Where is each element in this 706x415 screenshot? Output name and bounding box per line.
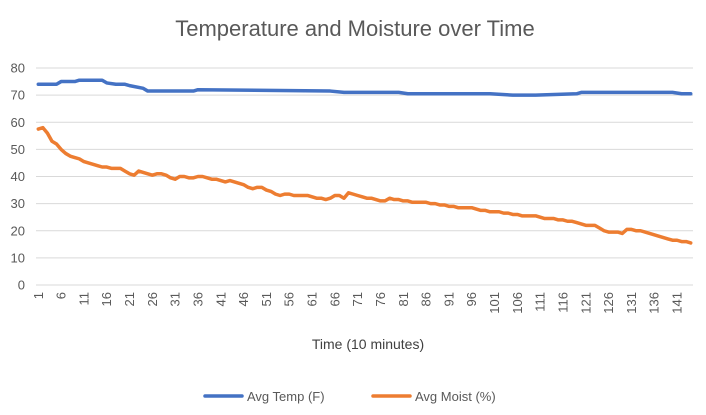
x-tick-label: 36 xyxy=(190,292,205,306)
x-axis-ticks: 1 6 11 16 21 26 31 36 41 46 51 56 61 66 71 76 81 86 91 96 10… xyxy=(31,292,685,314)
y-tick-label: 60 xyxy=(11,115,25,130)
x-tick-label: 46 xyxy=(236,292,251,306)
x-tick-label: 101 xyxy=(487,292,502,314)
x-tick-label: 121 xyxy=(578,292,593,314)
x-tick-label: 116 xyxy=(555,292,570,313)
x-tick-label: 16 xyxy=(99,292,114,306)
series-lines xyxy=(36,78,693,245)
legend-label-avg-temp: Avg Temp (F) xyxy=(247,389,325,404)
gridlines xyxy=(36,67,693,286)
x-tick-label: 91 xyxy=(441,292,456,306)
series-line-avg-moist xyxy=(36,125,693,245)
x-axis-title: Time (10 minutes) xyxy=(312,336,424,352)
x-tick-label: 76 xyxy=(373,292,388,306)
y-tick-label: 10 xyxy=(11,250,25,265)
x-tick-label: 81 xyxy=(396,292,411,306)
x-tick-label: 131 xyxy=(624,292,639,314)
y-axis-ticks: 0 10 20 30 40 50 60 70 80 xyxy=(11,61,25,293)
y-tick-label: 0 xyxy=(18,278,25,293)
x-tick-label: 96 xyxy=(464,292,479,306)
x-tick-label: 26 xyxy=(145,292,160,306)
y-tick-label: 50 xyxy=(11,142,25,157)
x-tick-label: 66 xyxy=(327,292,342,306)
chart-title: Temperature and Moisture over Time xyxy=(175,16,535,41)
y-tick-label: 40 xyxy=(11,169,25,184)
x-tick-label: 61 xyxy=(305,292,320,306)
x-tick-label: 51 xyxy=(259,292,274,306)
x-tick-label: 126 xyxy=(601,292,616,314)
x-tick-label: 11 xyxy=(76,292,91,306)
x-tick-label: 41 xyxy=(213,292,228,306)
y-tick-label: 80 xyxy=(11,61,25,76)
x-tick-label: 1 xyxy=(31,292,46,299)
x-tick-label: 31 xyxy=(168,292,183,306)
legend-label-avg-moist: Avg Moist (%) xyxy=(415,389,496,404)
x-tick-label: 111 xyxy=(533,292,548,312)
y-tick-label: 70 xyxy=(11,88,25,103)
x-tick-label: 56 xyxy=(282,292,297,306)
series-line-avg-temp xyxy=(36,78,693,97)
x-tick-label: 141 xyxy=(670,292,685,314)
y-tick-label: 20 xyxy=(11,223,25,238)
legend: Avg Temp (F) Avg Moist (%) xyxy=(203,389,496,404)
x-tick-label: 86 xyxy=(419,292,434,306)
x-tick-label: 136 xyxy=(647,292,662,314)
x-tick-label: 71 xyxy=(350,292,365,306)
x-tick-label: 6 xyxy=(54,292,69,299)
x-tick-label: 21 xyxy=(122,292,137,306)
y-tick-label: 30 xyxy=(11,196,25,211)
x-tick-label: 106 xyxy=(510,292,525,314)
